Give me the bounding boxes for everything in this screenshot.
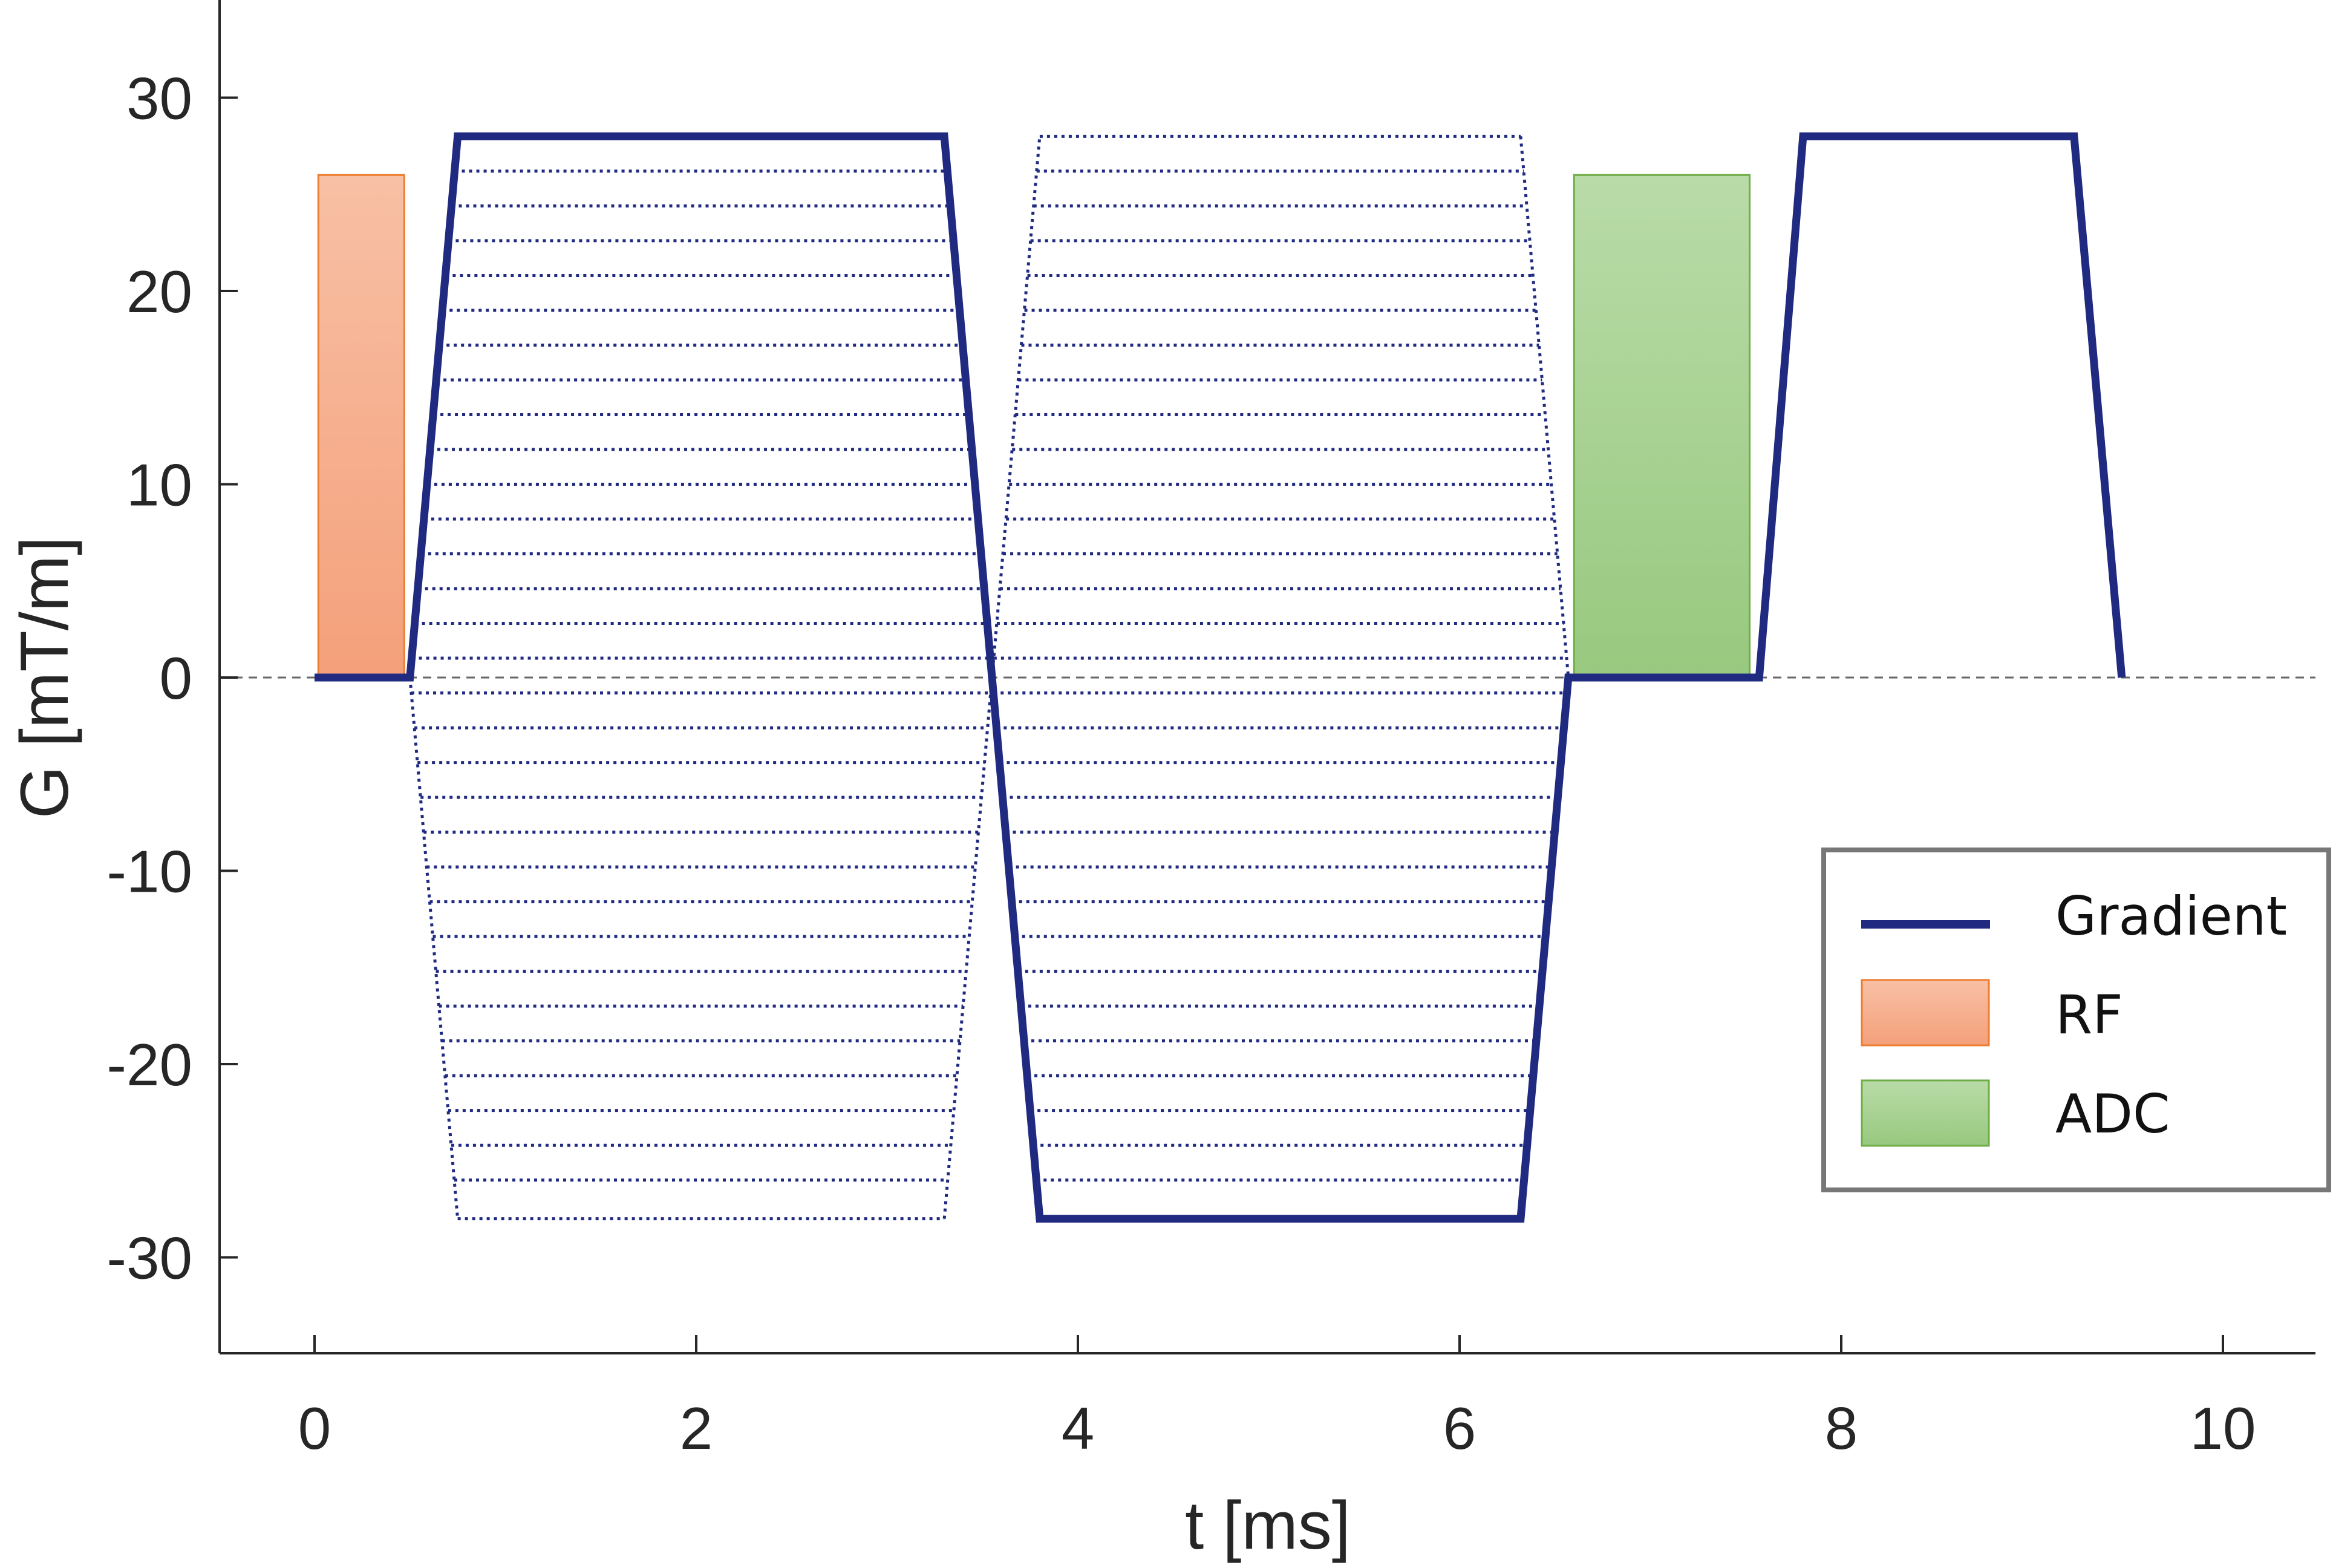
legend-label-adc: ADC — [2055, 1083, 2170, 1145]
phase-ramp-edge — [942, 677, 994, 1219]
y-axis-label: G [mT/m] — [7, 537, 82, 819]
x-tick-label: 10 — [2190, 1395, 2256, 1462]
y-tick-label: 20 — [126, 258, 192, 325]
block-layer — [317, 174, 1751, 679]
legend-label-gradient: Gradient — [2055, 885, 2287, 947]
x-tick-label: 4 — [1062, 1395, 1095, 1462]
y-tick-label: 0 — [159, 645, 192, 711]
y-tick-label: -20 — [106, 1031, 192, 1098]
gradient-waveform — [315, 132, 2126, 1223]
legend-label-rf: RF — [2055, 984, 2123, 1046]
y-tick-label: -10 — [106, 838, 192, 905]
y-tick-label: 10 — [126, 452, 192, 518]
x-tick-label: 2 — [680, 1395, 713, 1462]
phase-ramp-edge — [408, 677, 460, 1219]
y-tick-label: -30 — [106, 1225, 192, 1292]
phase-ramp-edge — [1519, 136, 1570, 678]
x-axis-label: t [ms] — [1185, 1488, 1351, 1563]
legend-swatch-rf — [1861, 979, 1990, 1047]
phase-encode-steps — [408, 134, 1570, 1221]
ticks: 0 2 4 6 8 10 30 20 10 0 -10 -20 -30 — [106, 65, 2256, 1462]
phase-ramp-edge — [990, 136, 1042, 678]
x-tick-label: 6 — [1443, 1395, 1476, 1462]
y-tick-label: 30 — [126, 65, 192, 132]
rf-block — [317, 174, 405, 679]
x-tick-label: 8 — [1825, 1395, 1858, 1462]
legend-swatch-adc — [1861, 1079, 1990, 1147]
x-tick-label: 0 — [298, 1395, 331, 1462]
adc-block — [1573, 174, 1751, 679]
legend: Gradient RF ADC — [1821, 848, 2331, 1192]
